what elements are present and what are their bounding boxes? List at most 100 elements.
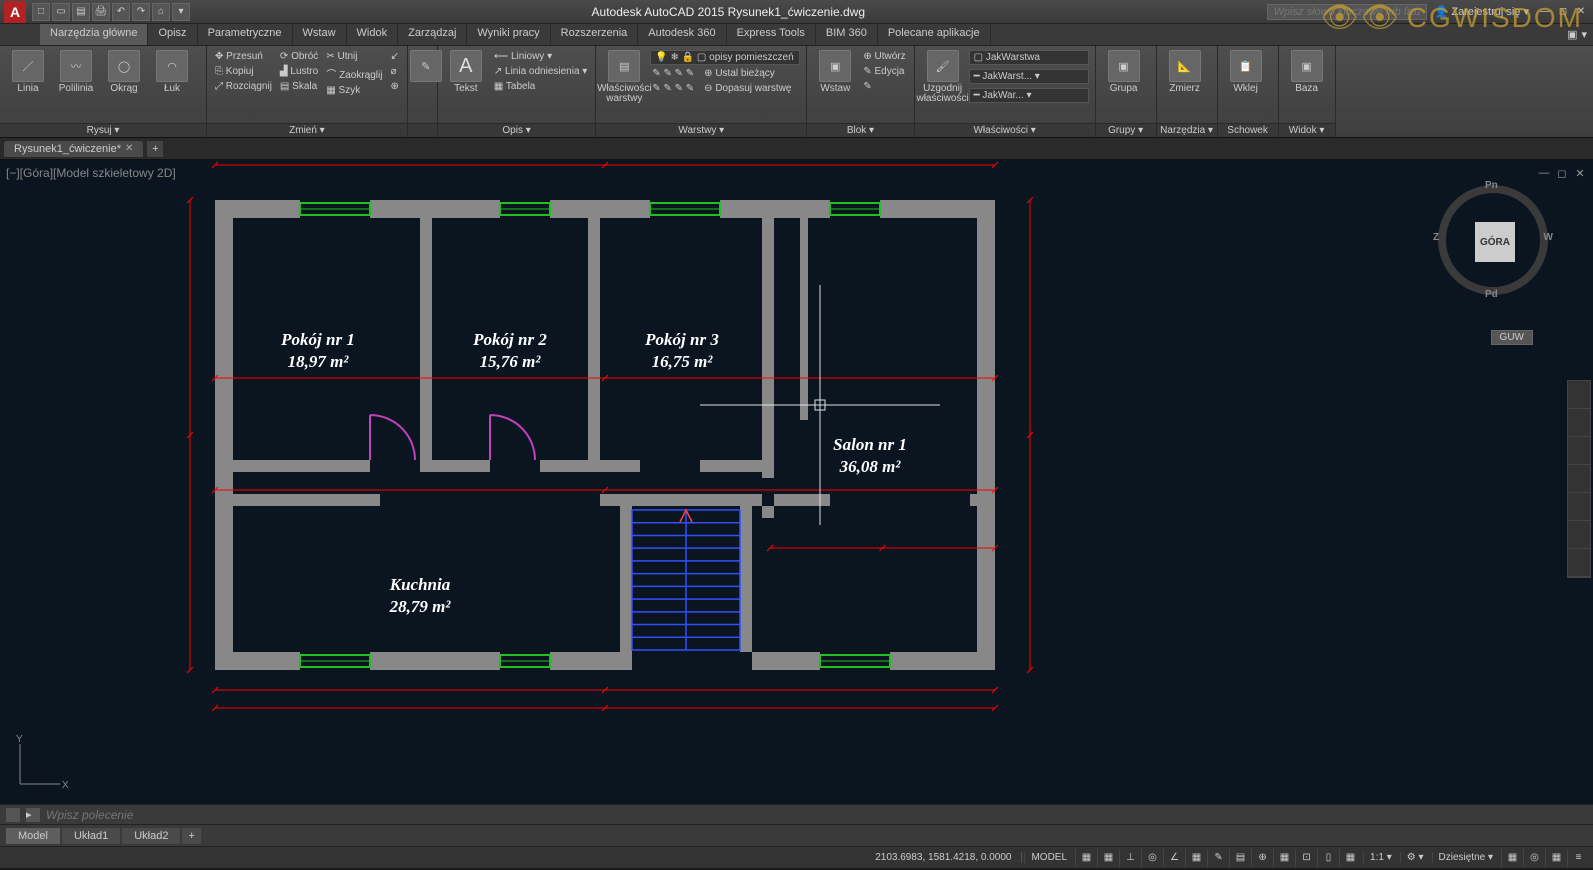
layer-dropdown[interactable]: 💡 ❄ 🔒 ▢ opisy pomieszczeń [650,50,800,65]
ribbon-tab[interactable]: Parametryczne [198,24,293,45]
scale-display[interactable]: 1:1 ▾ [1363,852,1398,863]
layer-tool-button[interactable]: ✎ ✎ ✎ ✎ [650,67,696,80]
navigation-bar[interactable] [1567,380,1591,578]
qat-button[interactable]: ⌂ [152,3,170,21]
model-space-button[interactable]: MODEL [1024,852,1073,863]
modify-button[interactable]: ✥ Przesuń [213,50,274,63]
qat-button[interactable]: ▤ [72,3,90,21]
command-input[interactable] [46,808,346,822]
panel-title[interactable]: Blok ▾ [807,123,913,137]
modify-button[interactable]: ⊕ [388,80,400,93]
ribbon-tab[interactable]: BIM 360 [816,24,878,45]
status-toggle[interactable]: ✎ [1207,849,1229,867]
guw-button[interactable]: GUW [1491,330,1533,345]
ribbon-tab[interactable]: Rozszerzenia [551,24,639,45]
panel-title[interactable]: Rysuj ▾ [0,123,206,137]
layer-tool-button[interactable]: ✎ ✎ ✎ ✎ [650,82,696,95]
viewcube-face[interactable]: GÓRA [1475,222,1515,262]
ribbon-tab[interactable]: Narzędzia główne [40,24,148,45]
modify-button[interactable]: ▟ Lustro [278,65,320,78]
modify-button[interactable]: ▤ Skala [278,80,320,93]
status-toggle[interactable]: ▯ [1317,849,1339,867]
viewcube-south[interactable]: Pd [1485,289,1498,300]
new-tab-button[interactable]: + [147,141,163,157]
status-toggle[interactable]: ⊡ [1295,849,1317,867]
draw-linia-button[interactable]: ／Linia [6,50,50,94]
viewport-label[interactable]: [−][Góra][Model szkieletowy 2D] [6,166,176,180]
status-toggle[interactable]: ▦ [1097,849,1119,867]
ribbon-tab[interactable]: Wyniki pracy [467,24,550,45]
viewcube-west[interactable]: Z [1433,232,1439,243]
layout-tab[interactable]: Układ2 [122,828,180,844]
maximize-icon[interactable]: ◻ [1555,5,1571,19]
gear-button[interactable]: ⚙ ▾ [1400,852,1430,863]
qat-button[interactable]: ↶ [112,3,130,21]
coordinates-display[interactable]: 2103.6983, 1581.4218, 0.0000 [865,852,1022,863]
help-search-input[interactable] [1267,4,1427,20]
viewcube-north[interactable]: Pn [1485,180,1498,191]
ucs-icon[interactable]: X Y [10,734,70,794]
property-dropdown[interactable]: ▢ JakWarstwa [969,50,1089,65]
viewport-minimize-icon[interactable]: — [1537,166,1551,180]
layer-properties-button[interactable]: ▤Właściwości warstwy [602,50,646,104]
status-toggle[interactable]: ▦ [1339,849,1361,867]
viewport-close-icon[interactable]: ✕ [1573,166,1587,180]
status-toggle[interactable]: ⊕ [1251,849,1273,867]
status-toggle[interactable]: ◎ [1141,849,1163,867]
modify-button[interactable]: ⌀ [388,65,400,78]
layer-tool-button[interactable]: ⊖ Dopasuj warstwę [702,82,793,95]
close-tab-icon[interactable]: ✕ [125,143,133,154]
panel-title[interactable]: Zmień ▾ [207,123,407,137]
modify-button[interactable]: ⎘ Kopiuj [213,65,274,78]
panel-title[interactable]: Widok ▾ [1279,123,1335,137]
ribbon-tab[interactable]: Express Tools [727,24,816,45]
property-dropdown[interactable]: ━ JakWar... ▾ [969,88,1089,103]
drawing-canvas[interactable]: [−][Góra][Model szkieletowy 2D] — ◻ ✕ Po… [0,160,1593,804]
user-signin[interactable]: 👤 Zarejestruj się ▾ [1435,5,1529,18]
minimize-icon[interactable]: — [1537,5,1553,19]
command-line[interactable]: ▸ [0,804,1593,824]
status-toggle[interactable]: ▦ [1273,849,1295,867]
add-layout-button[interactable]: + [182,828,200,844]
wstaw-button[interactable]: ▣Wstaw [813,50,857,94]
status-toggle[interactable]: ▤ [1229,849,1251,867]
ribbon-tab[interactable]: Autodesk 360 [638,24,726,45]
status-end-button[interactable]: ▦ [1501,849,1523,867]
viewcube-east[interactable]: W [1544,232,1553,243]
panel-title[interactable]: Opis ▾ [438,123,595,137]
modify-button[interactable]: ▦ Szyk [324,84,384,97]
annotation-button[interactable]: ▦ Tabela [492,80,589,93]
layout-tab[interactable]: Układ1 [62,828,120,844]
modify-button[interactable]: ↙ [388,50,400,63]
modify-button[interactable]: ⌒ Zaokrąglij [324,65,384,82]
units-display[interactable]: Dziesiętne ▾ [1432,852,1500,863]
qat-button[interactable]: □ [32,3,50,21]
qat-button[interactable]: ▾ [172,3,190,21]
status-end-button[interactable]: ▦ [1545,849,1567,867]
ribbon-tab[interactable]: Opisz [148,24,197,45]
property-dropdown[interactable]: ━ JakWarst... ▾ [969,69,1089,84]
layout-tab[interactable]: Model [6,828,60,844]
status-end-button[interactable]: ◎ [1523,849,1545,867]
ribbon-expand-icon[interactable]: ▣ [1567,28,1577,41]
status-toggle[interactable]: ▦ [1075,849,1097,867]
draw-okrąg-button[interactable]: ◯Okrąg [102,50,146,94]
layer-tool-button[interactable]: ⊕ Ustal bieżący [702,67,793,80]
draw-łuk-button[interactable]: ◠Łuk [150,50,194,94]
block-button[interactable]: ✎ Edycja [861,65,907,78]
qat-button[interactable]: ↷ [132,3,150,21]
qat-button[interactable]: ▭ [52,3,70,21]
draw-polilinia-button[interactable]: 〰Polilinia [54,50,98,94]
status-end-button[interactable]: ≡ [1567,849,1589,867]
ribbon-tab[interactable]: Polecane aplikacje [878,24,991,45]
annotation-button[interactable]: ↗ Linia odniesienia ▾ [492,65,589,78]
command-history-icon[interactable] [6,808,20,822]
status-toggle[interactable]: ∠ [1163,849,1185,867]
panel-title[interactable]: Grupy ▾ [1096,123,1156,137]
ribbon-tab[interactable]: Wstaw [293,24,347,45]
ribbon-tab[interactable]: Widok [347,24,399,45]
modify-button[interactable]: ✂ Utnij [324,50,384,63]
wklej-button[interactable]: 📋Wklej [1224,50,1268,94]
block-button[interactable]: ✎ [861,80,907,93]
block-button[interactable]: ⊕ Utwórz [861,50,907,63]
